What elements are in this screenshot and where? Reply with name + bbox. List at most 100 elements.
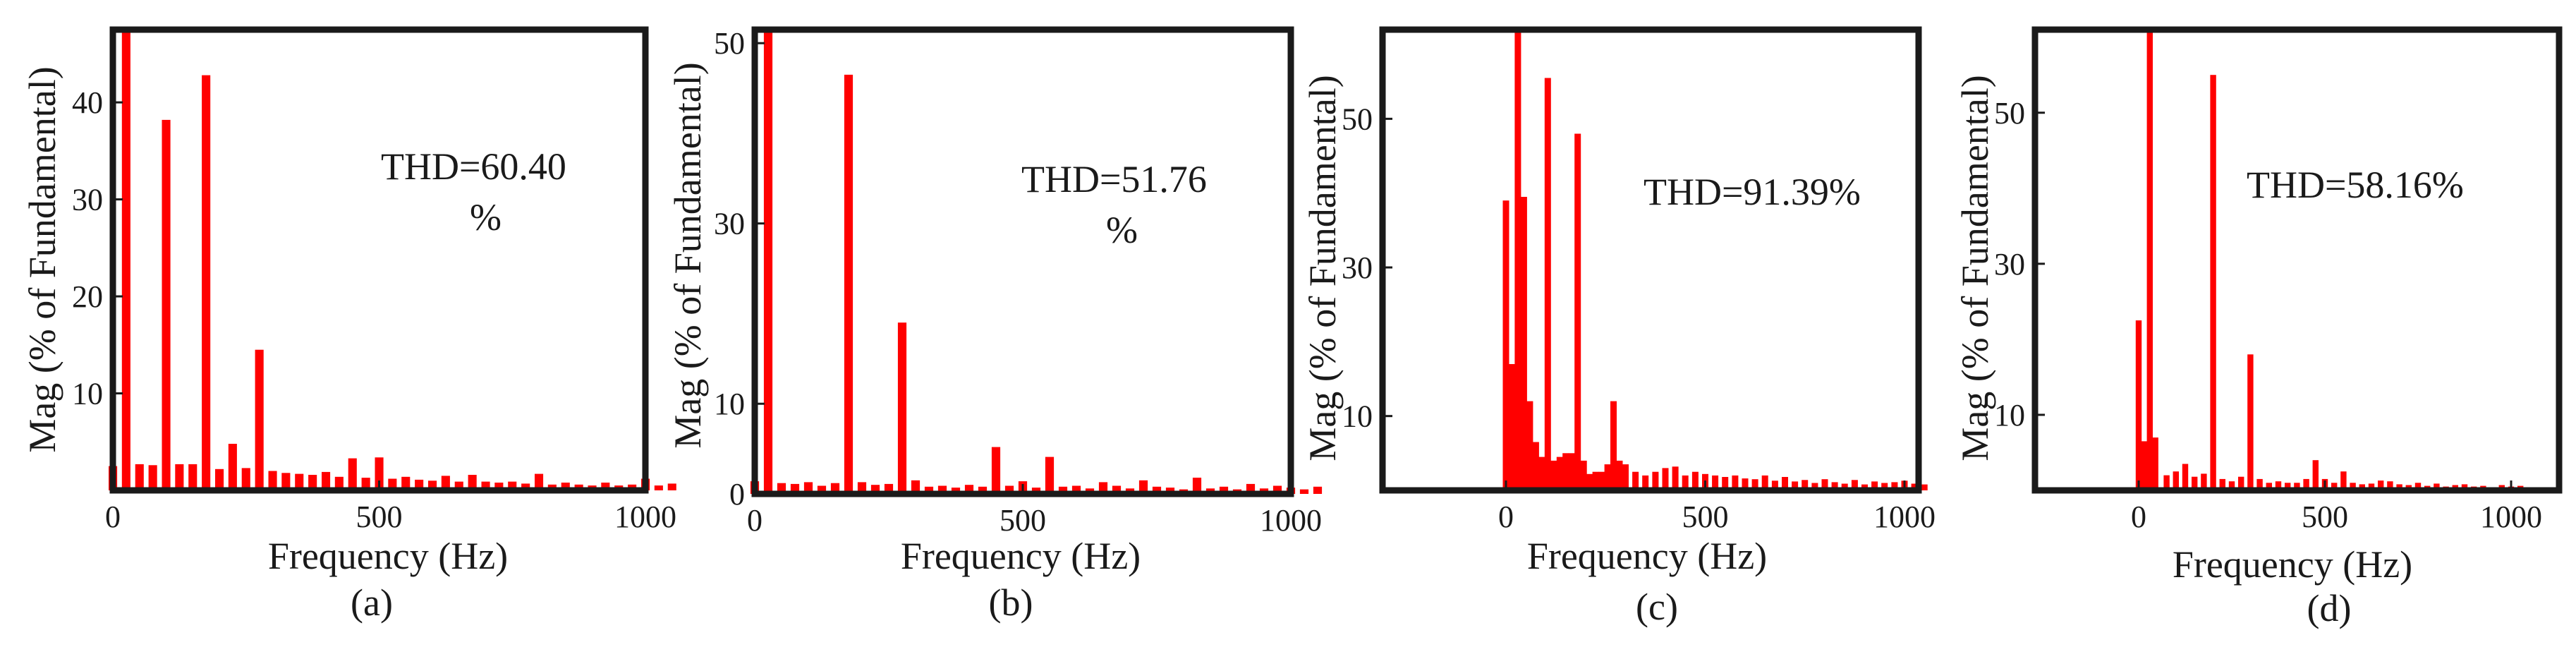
bar xyxy=(1821,479,1828,490)
bar xyxy=(667,483,676,490)
bar xyxy=(924,486,934,494)
y-tick-label: 30 xyxy=(714,207,745,241)
bar xyxy=(1556,456,1563,490)
bar xyxy=(2163,475,2170,490)
panel-c: 10 30 50 0 500 1000 THD=91.39% Frequency (Hz… xyxy=(1301,26,1936,628)
y-tick-label: 30 xyxy=(1342,250,1373,285)
bar xyxy=(175,464,184,490)
y-tick-label: 0 xyxy=(729,477,745,512)
bars xyxy=(1502,30,1928,490)
bar xyxy=(1616,460,1623,490)
bar xyxy=(2182,464,2189,490)
bar xyxy=(1568,453,1575,490)
bar xyxy=(817,485,827,494)
bar xyxy=(1138,480,1148,494)
bar xyxy=(1219,486,1229,494)
x-tick-label: 500 xyxy=(356,500,403,534)
bar xyxy=(308,475,317,490)
bar xyxy=(2331,483,2338,490)
bar xyxy=(2434,483,2440,490)
x-tick-label: 0 xyxy=(2131,500,2146,534)
bar xyxy=(1004,485,1014,494)
bar xyxy=(1712,475,1719,490)
bar xyxy=(1622,464,1629,490)
bar xyxy=(1526,401,1533,490)
x-tick-label: 500 xyxy=(2302,500,2348,534)
thd-annotation-line-1: THD=60.40 xyxy=(381,145,566,188)
bar xyxy=(561,483,570,490)
x-tick-label: 1000 xyxy=(1873,500,1936,534)
bar xyxy=(1871,481,1878,490)
bar xyxy=(1642,475,1649,490)
bar xyxy=(521,483,530,490)
thd-annotation-line-1: THD=51.76 xyxy=(1021,158,1207,200)
y-axis-label: Mag (% of Fundamental) xyxy=(1954,75,1996,461)
bar xyxy=(535,473,544,490)
x-tick-label: 500 xyxy=(1000,503,1046,538)
bar xyxy=(911,480,921,494)
y-tick-label: 50 xyxy=(1342,102,1373,136)
y-tick-label: 30 xyxy=(72,183,103,217)
y-ticks: 10 20 30 40 xyxy=(72,85,123,411)
bar xyxy=(1662,468,1669,490)
bar xyxy=(188,464,198,490)
bar xyxy=(1911,483,1918,490)
x-tick-label: 0 xyxy=(747,503,763,538)
bar xyxy=(1831,482,1838,490)
bar xyxy=(1071,485,1081,494)
y-axis-label: Mag (% of Fundamental) xyxy=(667,62,709,448)
x-ticks: 0 500 1000 xyxy=(2131,480,2542,534)
bar xyxy=(2152,437,2158,490)
bar xyxy=(2192,476,2198,490)
bar xyxy=(763,30,773,494)
bar xyxy=(601,483,610,490)
thd-annotation-line-2: % xyxy=(470,196,502,238)
x-tick-label: 1000 xyxy=(1260,503,1322,538)
bar xyxy=(1538,456,1545,490)
bar xyxy=(1520,197,1527,490)
bar xyxy=(468,475,477,490)
bar xyxy=(1851,480,1858,490)
bar xyxy=(2266,483,2272,490)
bar xyxy=(1841,483,1848,490)
bar xyxy=(334,476,344,490)
thd-annotation-line-1: THD=58.16% xyxy=(2247,164,2464,206)
x-tick-label: 0 xyxy=(105,500,121,534)
bar xyxy=(2247,354,2254,490)
bar xyxy=(2210,75,2216,490)
bar xyxy=(1732,475,1739,490)
y-ticks: 10 30 50 xyxy=(1342,102,1392,434)
bar xyxy=(121,30,130,490)
bar xyxy=(1562,453,1569,490)
y-axis-label: Mag (% of Fundamental) xyxy=(1301,75,1344,461)
bar xyxy=(1058,486,1068,494)
bar xyxy=(1811,483,1818,490)
panel-caption: (d) xyxy=(2307,587,2352,629)
bar xyxy=(162,119,171,490)
bar xyxy=(654,485,663,490)
bar xyxy=(268,471,277,490)
bar xyxy=(2256,478,2263,490)
bar xyxy=(1509,364,1515,490)
bar xyxy=(2135,320,2142,490)
bar xyxy=(2141,441,2148,490)
x-axis-label: Frequency (Hz) xyxy=(1527,535,1767,577)
bar xyxy=(1574,133,1581,490)
bar xyxy=(1691,471,1699,490)
bar xyxy=(1152,486,1162,494)
bar xyxy=(2303,478,2309,490)
bar xyxy=(2173,471,2179,490)
bar xyxy=(1550,460,1557,490)
bars xyxy=(109,30,676,491)
bar xyxy=(228,444,237,490)
x-tick-label: 0 xyxy=(1498,500,1514,534)
thd-annotation-line-1: THD=91.39% xyxy=(1644,171,1861,213)
y-axis-label: Mag (% of Fundamental) xyxy=(21,66,63,452)
y-tick-label: 40 xyxy=(72,85,103,120)
bar xyxy=(1514,30,1521,490)
bar xyxy=(2228,481,2235,490)
bar xyxy=(2340,471,2347,490)
bar xyxy=(148,465,157,490)
bar xyxy=(1272,485,1282,494)
